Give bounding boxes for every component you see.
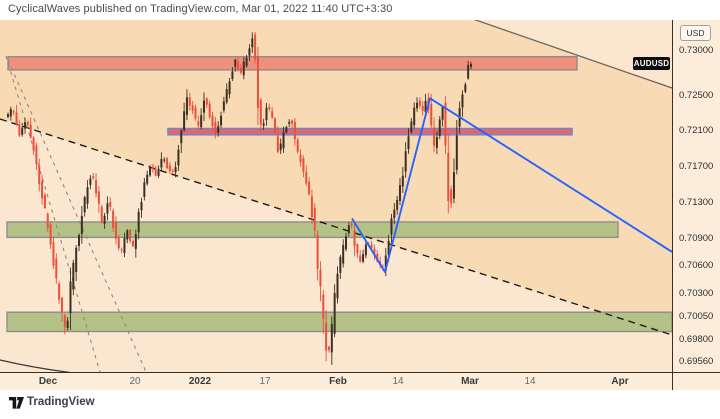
resistance-zone xyxy=(7,55,578,71)
chart-area[interactable]: AUDUSD xyxy=(0,20,672,372)
time-axis-label: Dec xyxy=(38,376,58,387)
time-axis-label: Feb xyxy=(329,376,347,387)
time-axis-label: 17 xyxy=(259,376,271,387)
tradingview-logo-icon[interactable] xyxy=(8,396,25,410)
symbol-label-chip: AUDUSD xyxy=(633,57,670,70)
chart-canvas[interactable] xyxy=(0,20,672,372)
time-axis-label: 14 xyxy=(524,376,536,387)
price-tick-label: 0.72100 xyxy=(679,125,714,137)
main-descending-dashed xyxy=(0,118,672,336)
axis-corner-divider xyxy=(672,372,673,390)
price-tick-label: 0.71300 xyxy=(679,197,714,208)
title-bar: CyclicalWaves published on TradingView.c… xyxy=(0,0,720,20)
price-tick-label: 0.69560 xyxy=(679,355,714,367)
channel-shading xyxy=(0,20,672,335)
price-tick-label: 0.72500 xyxy=(679,89,714,101)
price-tick-label: 0.70900 xyxy=(679,233,714,245)
support-zone-2 xyxy=(6,311,672,333)
projection-zigzag-line xyxy=(351,97,672,273)
price-tick-label: 0.70050 xyxy=(679,310,714,322)
upper-solid-trendline xyxy=(473,20,672,89)
time-axis-label: 20 xyxy=(129,376,141,387)
time-axis-label: Mar xyxy=(461,376,479,387)
corner-curve xyxy=(0,359,71,372)
fan-dashed-1 xyxy=(5,55,101,372)
support-zone-1 xyxy=(6,221,619,239)
price-tick-label: 0.70300 xyxy=(679,287,714,299)
footer: TradingView xyxy=(0,390,720,419)
page-title: CyclicalWaves published on TradingView.c… xyxy=(8,3,393,15)
fan-dashed-2 xyxy=(7,59,147,372)
time-axis[interactable]: Dec 20 2022 17 Feb 14 Mar 14 Apr xyxy=(0,372,720,390)
time-axis-label: 2022 xyxy=(188,376,212,387)
time-axis-label: Apr xyxy=(611,376,629,387)
price-tick-label: 0.71700 xyxy=(679,161,714,172)
price-tick-label: 0.69800 xyxy=(679,333,714,345)
price-tick-label: 0.73000 xyxy=(679,45,714,57)
price-axis[interactable]: USD 0.73000 0.72500 0.72100 0.71700 0.71300 0… xyxy=(672,20,720,372)
tradingview-brand-text[interactable]: TradingView xyxy=(27,396,95,408)
level-0721-band xyxy=(167,127,573,136)
time-axis-label: 14 xyxy=(392,376,404,387)
price-tick-label: 0.70600 xyxy=(679,260,714,272)
currency-button[interactable]: USD xyxy=(680,25,711,41)
